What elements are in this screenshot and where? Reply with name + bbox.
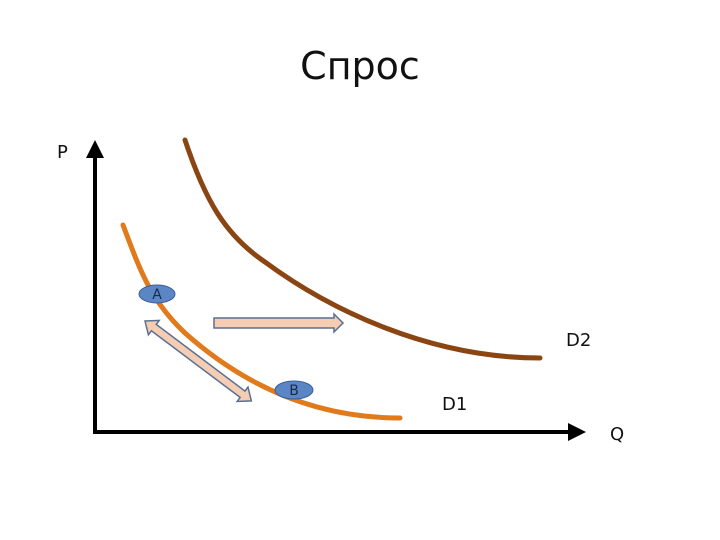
point-b: B [274, 380, 314, 400]
y-axis-label: P [57, 142, 68, 163]
demand-curve-d2 [182, 137, 543, 361]
demand-curve-d1 [120, 222, 403, 421]
page-title: Спрос [300, 44, 420, 88]
shift-arrow [213, 312, 345, 334]
point-a: A [138, 284, 176, 304]
curve-label-d1: D1 [442, 394, 467, 415]
movement-along-curve-arrow [144, 319, 253, 403]
curve-label-d2: D2 [566, 330, 591, 351]
point-b-label: B [289, 383, 299, 399]
x-axis-label: Q [610, 424, 624, 445]
axes: P Q [57, 140, 624, 445]
point-a-label: A [152, 287, 162, 303]
x-axis-arrowhead [568, 423, 586, 441]
y-axis-arrowhead [86, 140, 104, 158]
